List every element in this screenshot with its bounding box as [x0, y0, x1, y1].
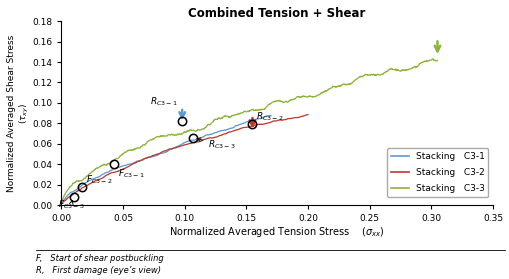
Legend: Stacking   C3-1, Stacking   C3-2, Stacking   C3-3: Stacking C3-1, Stacking C3-2, Stacking C… [386, 148, 488, 197]
Y-axis label: Normalized Averaged Shear Stress
($\tau_{xy}$): Normalized Averaged Shear Stress ($\tau_… [7, 35, 31, 192]
Text: $R_{C3-1}$: $R_{C3-1}$ [150, 96, 177, 109]
Text: R,   First damage (eye’s view): R, First damage (eye’s view) [36, 266, 160, 275]
Title: Combined Tension + Shear: Combined Tension + Shear [188, 7, 365, 20]
Text: $R_{C3-3}$: $R_{C3-3}$ [196, 138, 236, 151]
Text: $F_{C3-1}$: $F_{C3-1}$ [118, 167, 145, 180]
Text: $R_{C3-2}$: $R_{C3-2}$ [256, 111, 284, 123]
X-axis label: Normalized Averaged Tension Stress    ($\sigma_{xx}$): Normalized Averaged Tension Stress ($\si… [169, 225, 384, 239]
Text: F,   Start of shear postbuckling: F, Start of shear postbuckling [36, 254, 163, 263]
Text: $F_{C3-3}$: $F_{C3-3}$ [58, 198, 84, 211]
Text: $F_{C3-2}$: $F_{C3-2}$ [86, 173, 112, 186]
